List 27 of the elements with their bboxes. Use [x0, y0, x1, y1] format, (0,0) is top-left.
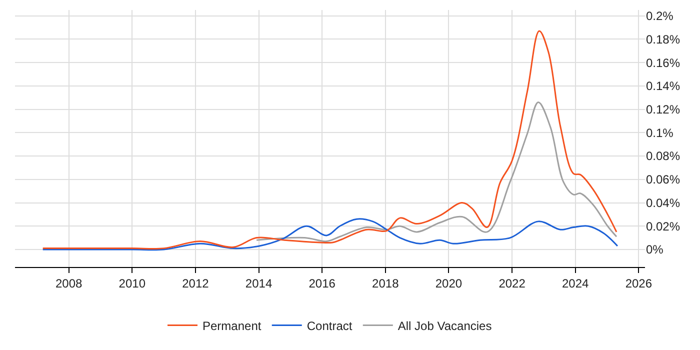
- x-tick-label: 2014: [245, 276, 272, 290]
- y-tick-label: 0%: [646, 242, 664, 257]
- legend-label: All Job Vacancies: [398, 318, 492, 333]
- x-tick-label: 2026: [625, 276, 652, 290]
- legend-label: Contract: [306, 318, 353, 333]
- legend-label: Permanent: [202, 318, 262, 333]
- x-tick-label: 2022: [498, 276, 526, 290]
- y-tick-label: 0.14%: [646, 79, 680, 94]
- x-tick-label: 2010: [118, 276, 146, 290]
- y-tick-label: 0.2%: [646, 9, 674, 24]
- y-tick-label: 0.08%: [646, 149, 680, 164]
- line-series: [256, 102, 618, 242]
- y-tick-label: 0.06%: [646, 172, 680, 187]
- y-tick-label: 0.02%: [646, 219, 680, 234]
- line-series: [42, 218, 618, 251]
- y-tick-label: 0.12%: [646, 102, 680, 116]
- x-tick-label: 2020: [435, 276, 462, 290]
- x-tick-label: 2016: [308, 276, 336, 290]
- x-tick-label: 2024: [562, 276, 590, 290]
- y-tick-label: 0.16%: [646, 56, 680, 70]
- x-tick-label: 2012: [182, 276, 210, 290]
- x-tick-label: 2018: [372, 276, 400, 290]
- line-series: [42, 30, 618, 250]
- x-tick-label: 2008: [55, 276, 82, 290]
- y-tick-label: 0.1%: [646, 126, 674, 140]
- y-tick-label: 0.18%: [646, 32, 680, 46]
- y-tick-label: 0.04%: [646, 196, 680, 210]
